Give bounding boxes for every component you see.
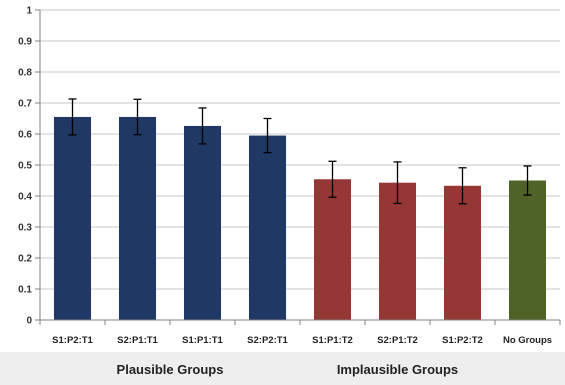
y-tick-label: 0.1: [18, 285, 32, 296]
error-bar: [133, 98, 142, 136]
y-tick-label: 0.9: [18, 37, 32, 48]
y-tick-label: 0: [26, 316, 32, 327]
x-tick-label: S1:P2:T2: [442, 335, 483, 346]
y-tick-label: 0.3: [18, 223, 32, 234]
error-bar: [263, 117, 272, 154]
y-tick-label: 0.8: [18, 68, 32, 79]
x-tick-label: S2:P2:T1: [247, 335, 288, 346]
x-tick-label: S1:P1:T1: [182, 335, 223, 346]
bars: [53, 116, 547, 320]
bar: [53, 116, 92, 320]
y-tick-label: 0.5: [18, 161, 32, 172]
bar: [313, 179, 352, 320]
x-tick-label: S2:P1:T1: [117, 335, 158, 346]
x-tick-label: S1:P2:T1: [52, 335, 93, 346]
y-tick-label: 0.4: [18, 192, 32, 203]
error-bar: [523, 165, 532, 196]
x-tick-label: S2:P1:T2: [377, 335, 418, 346]
error-bar: [328, 160, 337, 198]
y-tick-label: 1: [26, 6, 32, 17]
group-label-band: [0, 352, 565, 385]
error-bar: [393, 161, 402, 205]
y-axis: 0 0.1 0.2 0.3 0.4 0.5 0.6 0.7 0.8 0.9 1: [18, 6, 41, 327]
y-tick-label: 0.2: [18, 254, 32, 265]
group-label: Implausible Groups: [337, 362, 458, 377]
bar: [118, 116, 157, 320]
group-label: Plausible Groups: [117, 362, 224, 377]
y-tick-label: 0.6: [18, 130, 32, 141]
error-bar: [458, 167, 467, 205]
x-axis: S1:P2:T1 S2:P1:T1 S1:P1:T1 S2:P2:T1 S1:P1:T2…: [39, 319, 561, 346]
x-tick-label: No Groups: [503, 335, 552, 346]
bar: [183, 125, 222, 320]
bar: [248, 135, 287, 320]
group-labels: Plausible Groups Implausible Groups: [117, 362, 459, 377]
gridlines: [40, 9, 560, 290]
bar: [443, 185, 482, 320]
error-bars: [68, 98, 532, 205]
x-tick-label: S1:P1:T2: [312, 335, 353, 346]
y-tick-label: 0.7: [18, 99, 32, 110]
error-bar: [198, 107, 207, 145]
error-bar: [68, 98, 77, 136]
bar: [508, 180, 547, 320]
bar: [378, 182, 417, 320]
